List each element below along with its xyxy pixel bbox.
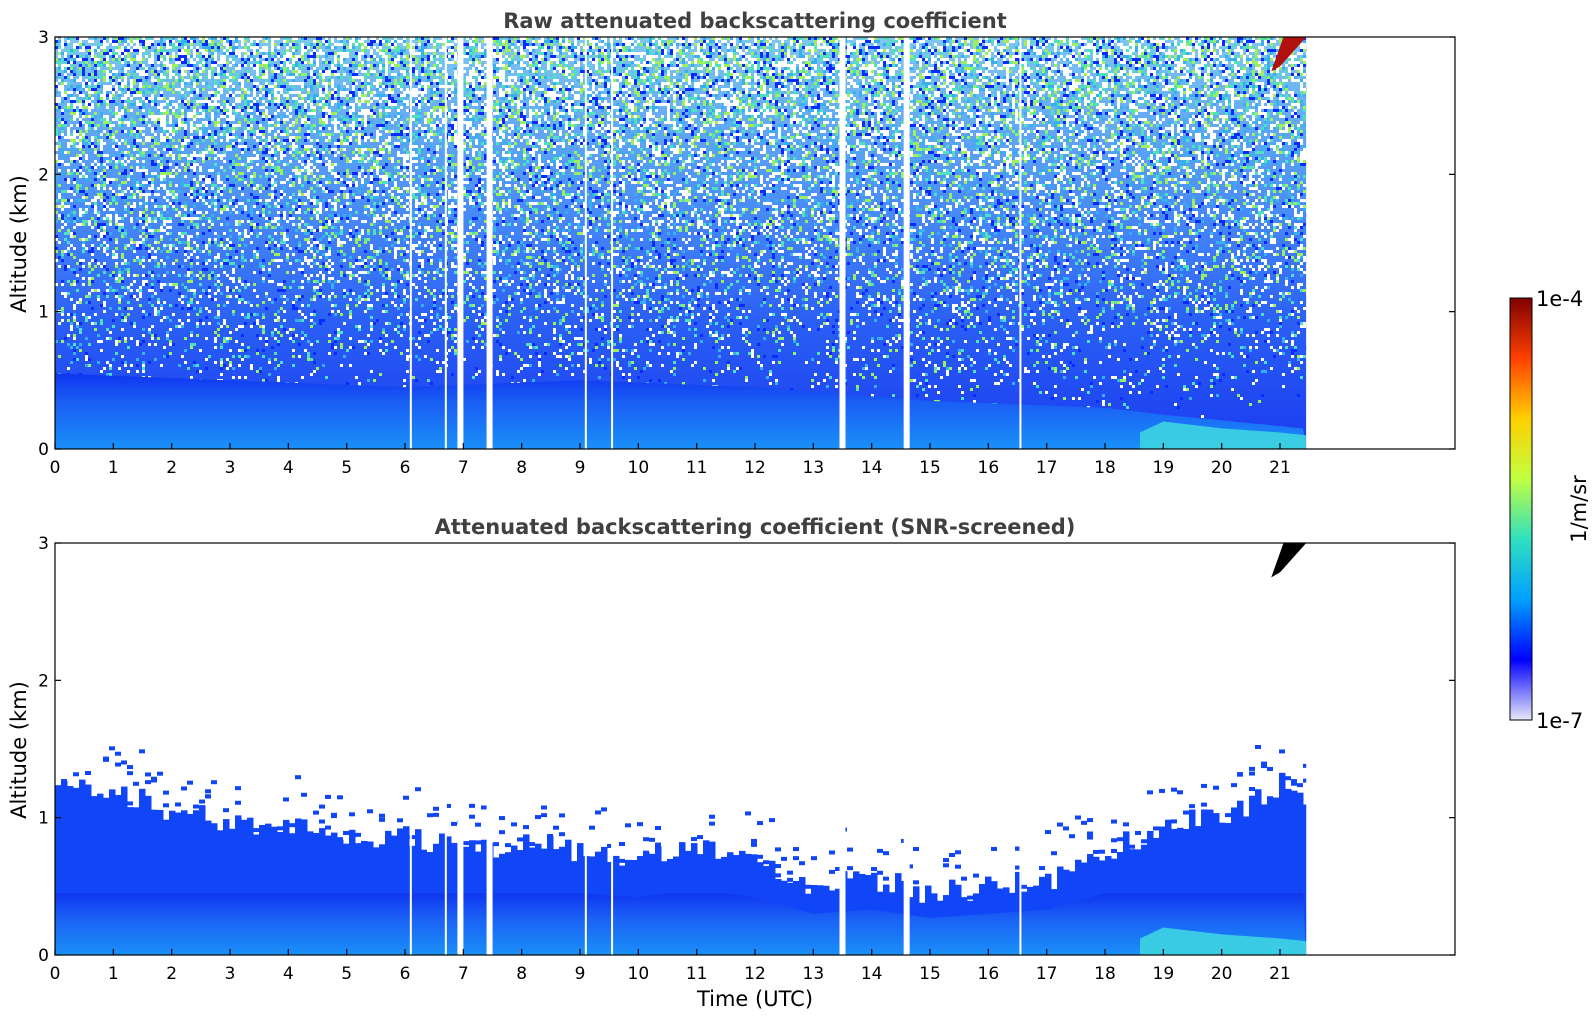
chart-screened-data-gap (457, 543, 464, 955)
chart-raw-x-tick-label: 12 (744, 458, 766, 478)
chart-screened-x-tick-label: 2 (166, 964, 177, 984)
chart-raw-x-tick-label: 3 (225, 458, 236, 478)
chart-raw-data-gap (457, 37, 464, 449)
chart-screened-data-gap (903, 543, 910, 955)
chart-raw-cloud (1271, 37, 1307, 72)
chart-screened-data-gap (444, 543, 447, 955)
chart-screened-y-axis-label: Altitude (km) (7, 681, 31, 819)
chart-screened-x-tick-label: 21 (1269, 964, 1291, 984)
chart-screened-x-tick-label: 6 (400, 964, 411, 984)
chart-raw-x-tick-label: 19 (1153, 458, 1175, 478)
chart-screened-cloud (1271, 543, 1307, 578)
chart-screened-data-gap (584, 543, 587, 955)
chart-raw-x-tick-label: 18 (1094, 458, 1116, 478)
chart-screened-y-tick-label: 2 (38, 671, 49, 691)
chart-screened-x-axis-label: Time (UTC) (696, 987, 813, 1011)
chart-screened-x-tick-label: 13 (803, 964, 825, 984)
chart-screened-x-tick-label: 20 (1211, 964, 1233, 984)
chart-screened-x-tick-label: 16 (978, 964, 1000, 984)
chart-screened: Attenuated backscattering coefficient (S… (7, 515, 1456, 1011)
chart-raw-y-tick-label: 3 (38, 28, 49, 48)
chart-screened-field (55, 543, 1455, 955)
chart-screened-x-tick-label: 14 (861, 964, 883, 984)
chart-raw-y-axis-label: Altitude (km) (7, 175, 31, 313)
colorbar-max-label: 1e-4 (1536, 287, 1583, 311)
chart-raw-x-tick-label: 16 (978, 458, 1000, 478)
chart-raw-data-gap (611, 37, 614, 449)
chart-screened-x-tick-label: 15 (919, 964, 941, 984)
colorbar-unit-label: 1/m/sr (1567, 475, 1591, 543)
chart-raw-x-tick-label: 8 (516, 458, 527, 478)
chart-screened-x-tick-label: 11 (686, 964, 708, 984)
chart-screened-data-gap (1019, 543, 1022, 955)
chart-raw-boundary-layer (55, 373, 1307, 449)
chart-screened-x-tick-label: 5 (341, 964, 352, 984)
colorbar-gradient (1509, 297, 1533, 721)
chart-screened-y-tick-label: 0 (38, 946, 49, 966)
chart-screened-data-gap (409, 543, 412, 955)
chart-raw-x-tick-label: 14 (861, 458, 883, 478)
chart-screened-data-gap (486, 543, 493, 955)
chart-screened-surface-layer (1140, 927, 1307, 955)
chart-raw-y-tick-label: 2 (38, 165, 49, 185)
chart-raw-x-tick-label: 15 (919, 458, 941, 478)
chart-screened-x-tick-label: 19 (1153, 964, 1175, 984)
chart-screened-y-tick-label: 1 (38, 809, 49, 829)
chart-screened-x-tick-label: 9 (575, 964, 586, 984)
chart-raw-x-tick-label: 10 (628, 458, 650, 478)
chart-screened-x-tick-label: 10 (628, 964, 650, 984)
chart-raw-data-gap (486, 37, 493, 449)
chart-screened-x-tick-label: 3 (225, 964, 236, 984)
chart-raw-y-tick-label: 1 (38, 303, 49, 323)
chart-screened-x-tick-label: 0 (50, 964, 61, 984)
chart-raw-x-tick-label: 6 (400, 458, 411, 478)
chart-raw-data-gap (839, 37, 846, 449)
chart-raw-x-tick-label: 0 (50, 458, 61, 478)
chart-raw-data-gap (444, 37, 447, 449)
chart-raw-x-tick-label: 11 (686, 458, 708, 478)
chart-raw: Raw attenuated backscattering coefficien… (7, 9, 1456, 478)
chart-raw-x-tick-label: 5 (341, 458, 352, 478)
chart-raw-data-gap (1019, 37, 1022, 449)
chart-raw-surface-layer (1140, 421, 1307, 449)
chart-raw-x-tick-label: 20 (1211, 458, 1233, 478)
chart-screened-x-tick-label: 7 (458, 964, 469, 984)
chart-screened-x-tick-label: 18 (1094, 964, 1116, 984)
chart-screened-data-gap (839, 543, 846, 955)
chart-screened-x-tick-label: 8 (516, 964, 527, 984)
chart-screened-data-gap (611, 543, 614, 955)
chart-raw-x-tick-label: 1 (108, 458, 119, 478)
chart-screened-y-tick-label: 3 (38, 534, 49, 554)
chart-screened-x-tick-label: 17 (1036, 964, 1058, 984)
chart-screened-title: Attenuated backscattering coefficient (S… (435, 515, 1076, 539)
chart-raw-data-gap (584, 37, 587, 449)
chart-raw-x-tick-label: 13 (803, 458, 825, 478)
chart-raw-x-tick-label: 9 (575, 458, 586, 478)
chart-raw-x-tick-label: 21 (1269, 458, 1291, 478)
chart-screened-x-tick-label: 4 (283, 964, 294, 984)
chart-raw-x-tick-label: 4 (283, 458, 294, 478)
chart-raw-x-tick-label: 2 (166, 458, 177, 478)
chart-screened-boundary-layer (55, 893, 1307, 955)
chart-raw-field (55, 37, 1455, 449)
colorbar: 1e-4 1e-7 1/m/sr (1509, 287, 1591, 733)
chart-screened-x-tick-label: 12 (744, 964, 766, 984)
chart-raw-data-gap (903, 37, 910, 449)
chart-raw-data-gap (409, 37, 412, 449)
chart-raw-x-tick-label: 17 (1036, 458, 1058, 478)
colorbar-min-label: 1e-7 (1536, 709, 1583, 733)
chart-raw-x-tick-label: 7 (458, 458, 469, 478)
chart-raw-y-tick-label: 0 (38, 440, 49, 460)
chart-screened-x-tick-label: 1 (108, 964, 119, 984)
chart-raw-title: Raw attenuated backscattering coefficien… (503, 9, 1007, 33)
